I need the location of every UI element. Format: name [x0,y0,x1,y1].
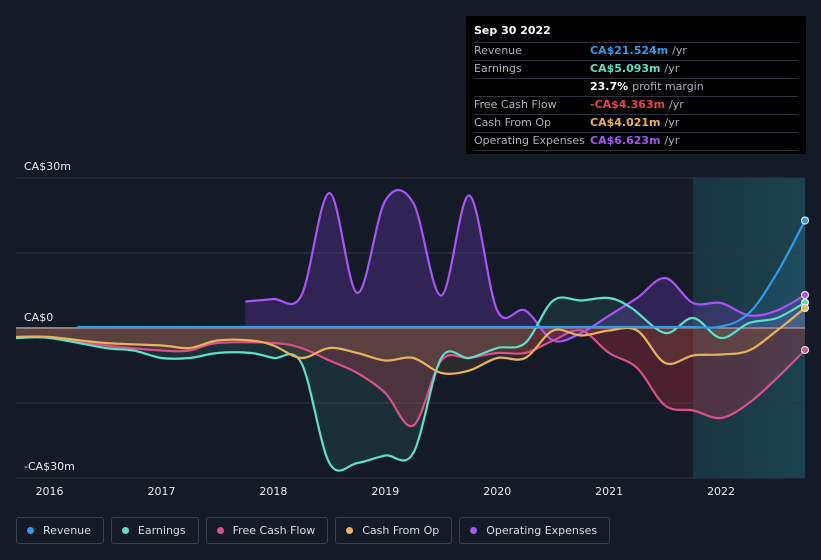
revenue-endpoint [801,216,809,225]
tooltip-value: -CA$4.363m [590,98,666,111]
tooltip-label: Operating Expenses [474,134,585,147]
tooltip-unit: /yr [672,44,687,57]
tooltip-label [474,79,590,96]
y-tick-zero: CA$0 [24,311,54,324]
legend-item-operating-expenses[interactable]: Operating Expenses [459,517,611,544]
x-tick-2022: 2022 [707,485,736,498]
legend-item-cash-from-op[interactable]: Cash From Op [335,517,453,544]
tooltip-label: Earnings [474,62,522,75]
legend-dot-icon [470,527,478,534]
x-tick-2017: 2017 [147,485,176,498]
tooltip-value: CA$6.623m [590,134,661,147]
legend-label: Operating Expenses [486,524,598,537]
tooltip-row: Earnings CA$5.093m/yr [474,61,798,79]
tooltip-value: CA$4.021m [590,116,661,129]
legend-item-revenue[interactable]: Revenue [16,517,104,544]
legend-dot-icon [216,527,224,534]
legend-label: Earnings [137,524,186,537]
earnings-line [15,296,806,472]
tooltip-label: Cash From Op [474,116,552,129]
y-tick-bottom: -CA$30m [24,460,75,473]
tooltip-row: 23.7% profit margin [474,79,798,97]
operating-expenses-area [245,190,805,342]
legend-dot-icon [121,527,129,534]
tooltip-label: Free Cash Flow [474,98,557,111]
free-cash-flow-area [16,328,805,427]
tooltip-unit: /yr [664,62,680,75]
tooltip-unit: /yr [664,116,680,129]
tooltip-value: 23.7% [590,80,629,93]
tooltip-unit: /yr [664,134,680,147]
operating-expenses-endpoint [801,291,809,299]
tooltip-value: CA$5.093m [590,62,661,75]
x-tick-2016: 2016 [35,485,64,498]
tooltip-unit: profit margin [632,80,704,93]
x-tick-2020: 2020 [483,485,512,498]
data-tooltip: Sep 30 2022 Revenue CA$21.524m/yr Earnings… [466,16,806,154]
cash-from-op-area [16,308,805,374]
tooltip-row: Cash From Op CA$4.021m/yr [474,115,798,133]
legend-label: Cash From Op [362,524,440,537]
chart-legend: Revenue Earnings Free Cash Flow Cash From O… [16,517,617,544]
legend-dot-icon [346,527,354,534]
x-tick-2019: 2019 [371,485,400,498]
revenue-line [77,219,806,329]
cash-from-op-line [15,307,806,375]
legend-item-free-cash-flow[interactable]: Free Cash Flow [205,517,329,544]
tooltip-value: CA$21.524m [590,44,669,57]
free-cash-flow-line [15,329,806,428]
tooltip-date: Sep 30 2022 [474,24,798,43]
legend-dot-icon [27,527,34,534]
tooltip-label: Revenue [474,44,522,57]
x-tick-2018: 2018 [259,485,288,498]
x-tick-2021: 2021 [595,485,624,498]
legend-label: Free Cash Flow [232,524,316,537]
tooltip-row: Operating Expenses CA$6.623m/yr [474,133,798,151]
tooltip-row: Free Cash Flow -CA$4.363m/yr [474,97,798,115]
legend-item-earnings[interactable]: Earnings [110,517,199,544]
tooltip-row: Revenue CA$21.524m/yr [474,43,798,61]
free-cash-flow-endpoint [801,346,809,354]
legend-label: Revenue [43,524,91,537]
operating-expenses-line [245,189,806,343]
cash-from-op-endpoint [801,304,809,312]
y-tick-top: CA$30m [24,160,71,173]
tooltip-unit: /yr [669,98,684,111]
